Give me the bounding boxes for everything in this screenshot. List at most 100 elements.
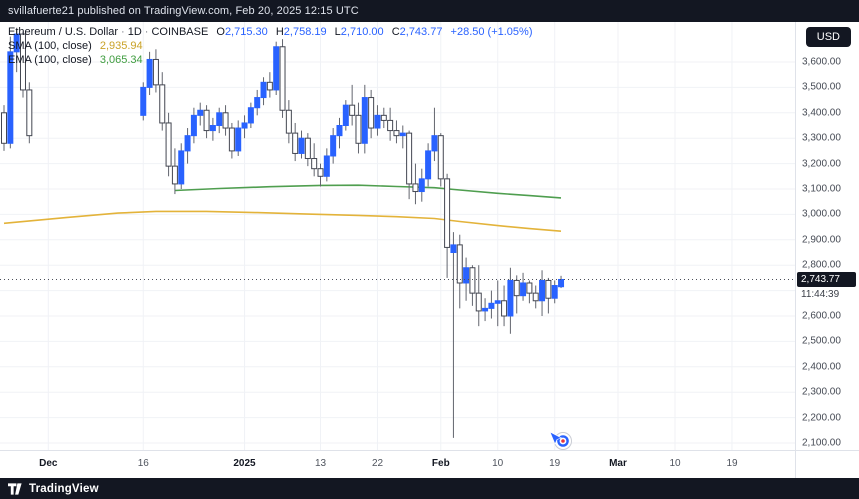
candle-body — [285, 109, 292, 134]
axis-corner-divider — [796, 450, 859, 451]
candles — [1, 28, 565, 438]
candle-body — [279, 46, 286, 111]
chart-legend: Ethereum / U.S. Dollar · 1D · COINBASE O2,71… — [8, 26, 532, 68]
candle-body — [501, 300, 508, 317]
currency-toggle-button[interactable]: USD — [805, 27, 851, 47]
candle-body — [152, 58, 159, 86]
close-value: 2,743.77 — [399, 26, 443, 38]
price-axis-label: 2,300.00 — [802, 386, 841, 398]
candle-body — [197, 109, 204, 116]
candle-body — [399, 132, 406, 137]
candle-body — [1, 112, 7, 144]
legend-sma-row[interactable]: SMA (100, close) 2,935.94 — [8, 40, 532, 53]
candle-body — [19, 33, 26, 91]
candle-body — [342, 104, 349, 126]
candle-body — [475, 292, 482, 312]
tradingview-logo-icon[interactable] — [8, 482, 23, 495]
candle-body — [273, 46, 280, 91]
candle-body — [431, 135, 438, 152]
candle-body — [532, 292, 539, 302]
candle-body — [184, 135, 191, 152]
time-axis-label: 2025 — [233, 458, 256, 469]
separator: · — [121, 26, 125, 38]
price-axis-label: 3,300.00 — [802, 132, 841, 144]
candle-body — [488, 302, 495, 309]
candle-body — [266, 81, 273, 91]
price-axis-label: 2,800.00 — [802, 259, 841, 271]
candle-body — [190, 114, 197, 137]
time-axis-label: 19 — [726, 458, 738, 469]
candle-body — [260, 81, 267, 99]
price-axis[interactable]: 3,600.00 3,500.00 3,400.00 3,300.00 3,200.00… — [795, 22, 859, 478]
candle-body — [355, 114, 362, 144]
candle-body — [228, 127, 235, 152]
exchange-label: COINBASE — [151, 26, 209, 38]
candle-body — [368, 97, 375, 129]
candle-body — [140, 86, 147, 116]
candle-body — [482, 307, 489, 312]
separator: · — [144, 26, 149, 38]
candle-body — [444, 178, 451, 248]
candle-body — [450, 244, 457, 254]
price-axis-label: 2,900.00 — [802, 234, 841, 246]
candle-body — [330, 135, 337, 157]
candle-body — [513, 279, 520, 297]
time-axis-label: Dec — [39, 458, 58, 469]
candle-body — [171, 165, 178, 185]
price-axis-label: 3,600.00 — [802, 56, 841, 68]
legend-ema-row[interactable]: EMA (100, close) 3,065.34 — [8, 54, 532, 67]
sma-value: 2,935.94 — [99, 40, 143, 52]
candle-body — [393, 130, 400, 137]
price-axis-label: 2,600.00 — [802, 310, 841, 322]
time-axis[interactable]: Dec 16 2025 13 22 Feb 10 19 Mar 10 19 — [0, 450, 795, 478]
sma-line[interactable] — [3, 210, 562, 232]
price-axis-label: 2,400.00 — [802, 361, 841, 373]
candle-body — [507, 279, 514, 317]
candle-body — [494, 300, 501, 304]
symbol-name: Ethereum / U.S. Dollar — [8, 26, 119, 38]
candle-body — [469, 267, 476, 294]
candle-body — [254, 97, 261, 109]
price-axis-label: 3,000.00 — [802, 208, 841, 220]
candle-body — [456, 244, 463, 284]
candle-body — [13, 33, 20, 53]
candle-body — [418, 178, 425, 193]
candle-body — [317, 168, 324, 177]
candle-body — [178, 150, 185, 185]
candle-body — [336, 125, 343, 137]
candle-body — [235, 127, 242, 152]
candle-body — [222, 112, 229, 129]
candle-body — [146, 58, 153, 88]
price-axis-label: 3,500.00 — [802, 81, 841, 93]
time-axis-label: 19 — [549, 458, 561, 469]
close-letter: C — [391, 26, 400, 38]
candle-body — [463, 267, 470, 284]
round-sticker-emoji[interactable] — [554, 432, 572, 450]
candlestick-chart[interactable] — [0, 22, 795, 450]
price-axis-label: 3,200.00 — [802, 158, 841, 170]
candle-body — [412, 183, 419, 193]
ema-line[interactable] — [174, 184, 562, 199]
candle-body — [7, 51, 14, 144]
change-value: +28.50 (+1.05%) — [450, 26, 533, 38]
candle-body — [551, 285, 558, 299]
candle-body — [545, 279, 552, 299]
ema-label: EMA (100, close) — [8, 54, 92, 66]
footer-bar: TradingView — [0, 478, 859, 499]
candle-body — [520, 282, 527, 297]
tradingview-brand-text[interactable]: TradingView — [29, 482, 99, 495]
candle-body — [159, 84, 166, 124]
high-letter: H — [275, 26, 284, 38]
candle-body — [165, 122, 172, 167]
candle-body — [387, 119, 394, 132]
price-axis-label: 2,100.00 — [802, 437, 841, 449]
candle-body — [406, 132, 413, 185]
price-axis-label: 2,200.00 — [802, 412, 841, 424]
candle-body — [380, 114, 387, 121]
time-axis-label: 22 — [371, 458, 384, 469]
candle-body — [539, 279, 546, 302]
time-axis-label: 10 — [669, 458, 681, 469]
legend-symbol-row[interactable]: Ethereum / U.S. Dollar · 1D · COINBASE O2,71… — [8, 26, 532, 39]
candle-body — [526, 282, 533, 294]
candle-body — [247, 107, 254, 124]
